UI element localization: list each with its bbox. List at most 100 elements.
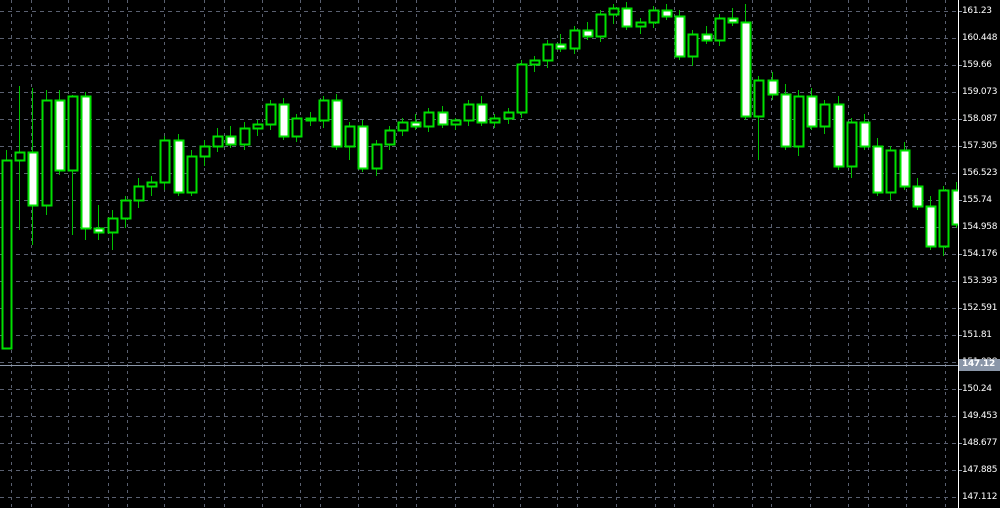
current-price-badge: 147.12 <box>959 359 1000 371</box>
price-axis-label: 150.24 <box>962 384 992 394</box>
candle-body-bullish <box>67 95 79 172</box>
price-axis[interactable]: 161.23 160.448 159.66 159.073 158.087 157.305… <box>958 0 1000 508</box>
candle-body-bullish <box>503 111 515 120</box>
candle-body-bearish <box>780 93 792 148</box>
price-axis-label: 156.523 <box>962 168 998 178</box>
gridline-horizontal <box>0 65 958 66</box>
candle-body-bullish <box>793 95 805 148</box>
candle-body-bullish <box>516 63 528 114</box>
candle-body-bearish <box>806 95 818 128</box>
price-axis-tickmark <box>959 389 962 390</box>
candle-body-bullish <box>608 7 620 16</box>
price-axis-label: 157.305 <box>962 141 998 151</box>
price-axis-label: 154.176 <box>962 249 998 259</box>
candle-body-bullish <box>450 119 462 126</box>
candle-body-bullish <box>648 9 660 24</box>
price-axis-label: 158.087 <box>962 114 998 124</box>
gridline-horizontal <box>0 38 958 39</box>
candle-body-bullish <box>133 185 145 202</box>
candle-body-bullish <box>146 181 158 188</box>
candle-body-bearish <box>767 79 779 96</box>
chart-gridlines <box>0 0 958 508</box>
price-axis-label: 147.885 <box>962 465 998 475</box>
candle-body-bullish <box>318 99 330 122</box>
gridline-horizontal <box>0 335 958 336</box>
gridline-horizontal <box>0 146 958 147</box>
chart-plot-area[interactable] <box>0 0 958 508</box>
price-axis-tickmark <box>959 335 962 336</box>
gridline-horizontal <box>0 227 958 228</box>
candle-body-bearish <box>621 7 633 28</box>
gridline-horizontal <box>0 443 958 444</box>
candle-body-bullish <box>489 117 501 124</box>
candle-body-bearish <box>80 95 92 230</box>
candle-body-bearish <box>54 99 66 172</box>
price-axis-label: 159.66 <box>962 60 992 70</box>
gridline-horizontal <box>0 389 958 390</box>
candle-body-bearish <box>173 139 185 194</box>
price-axis-label: 147.112 <box>962 492 998 502</box>
price-axis-label: 149.453 <box>962 411 998 421</box>
candle-body-bearish <box>872 145 884 194</box>
candle-body-bearish <box>859 121 871 148</box>
candle-body-bearish <box>582 29 594 38</box>
gridline-horizontal <box>0 497 958 498</box>
gridline-horizontal <box>0 362 958 363</box>
price-axis-label: 148.677 <box>962 438 998 448</box>
candle-body-bullish <box>819 103 831 128</box>
candle-body-bullish <box>371 143 383 170</box>
gridline-horizontal <box>0 200 958 201</box>
candle-body-bullish <box>212 135 224 148</box>
candle-body-bearish <box>555 43 567 50</box>
candle-body-bearish <box>357 125 369 170</box>
candle-body-bullish <box>542 43 554 62</box>
gridline-horizontal <box>0 416 958 417</box>
gridline-horizontal <box>0 173 958 174</box>
candle-body-bullish <box>753 79 765 118</box>
candle-body-bearish <box>331 99 343 148</box>
candle-body-bearish <box>925 205 937 248</box>
candle-body-bullish <box>199 145 211 158</box>
candle-body-bullish <box>239 127 251 146</box>
current-price-line <box>0 365 958 366</box>
candle-body-bearish <box>912 185 924 208</box>
candle-body-bullish <box>159 139 171 184</box>
candle-body-bullish <box>846 121 858 168</box>
price-axis-label: 161.23 <box>962 6 992 16</box>
price-axis-tickmark <box>959 146 962 147</box>
gridline-horizontal <box>0 92 958 93</box>
candle-body-bullish <box>463 103 475 122</box>
candle-body-bullish <box>423 111 435 128</box>
price-axis-tickmark <box>959 65 962 66</box>
candle-body-bullish <box>252 123 264 130</box>
candlestick-series <box>1 2 958 350</box>
candle-body-bearish <box>305 117 317 122</box>
price-axis-tickmark <box>959 200 962 201</box>
candle-body-bearish <box>951 189 958 226</box>
candle-body-bullish <box>14 151 26 162</box>
candle-body-bearish <box>437 111 449 126</box>
price-axis-label: 151.81 <box>962 330 992 340</box>
candle-body-bearish <box>833 103 845 168</box>
candle-body-bullish <box>397 121 409 132</box>
candle-body-bearish <box>740 21 752 118</box>
candle-body-bearish <box>661 9 673 18</box>
gridline-horizontal <box>0 254 958 255</box>
candle-body-bullish <box>1 159 13 350</box>
candle-body-bullish <box>384 129 396 146</box>
candle-body-bullish <box>569 29 581 50</box>
price-axis-label: 154.958 <box>962 222 998 232</box>
candle-body-bullish <box>120 199 132 220</box>
candle-body-bullish <box>885 149 897 194</box>
candle-body-bearish <box>674 15 686 58</box>
candle-body-bullish <box>714 17 726 42</box>
gridline-horizontal <box>0 281 958 282</box>
gridline-horizontal <box>0 11 958 12</box>
candle-body-bullish <box>291 117 303 138</box>
price-axis-tickmark <box>959 443 962 444</box>
candle-body-bullish <box>265 103 277 126</box>
candle-body-bearish <box>727 17 739 24</box>
price-axis-tickmark <box>959 119 962 120</box>
candle-body-bullish <box>938 189 950 248</box>
